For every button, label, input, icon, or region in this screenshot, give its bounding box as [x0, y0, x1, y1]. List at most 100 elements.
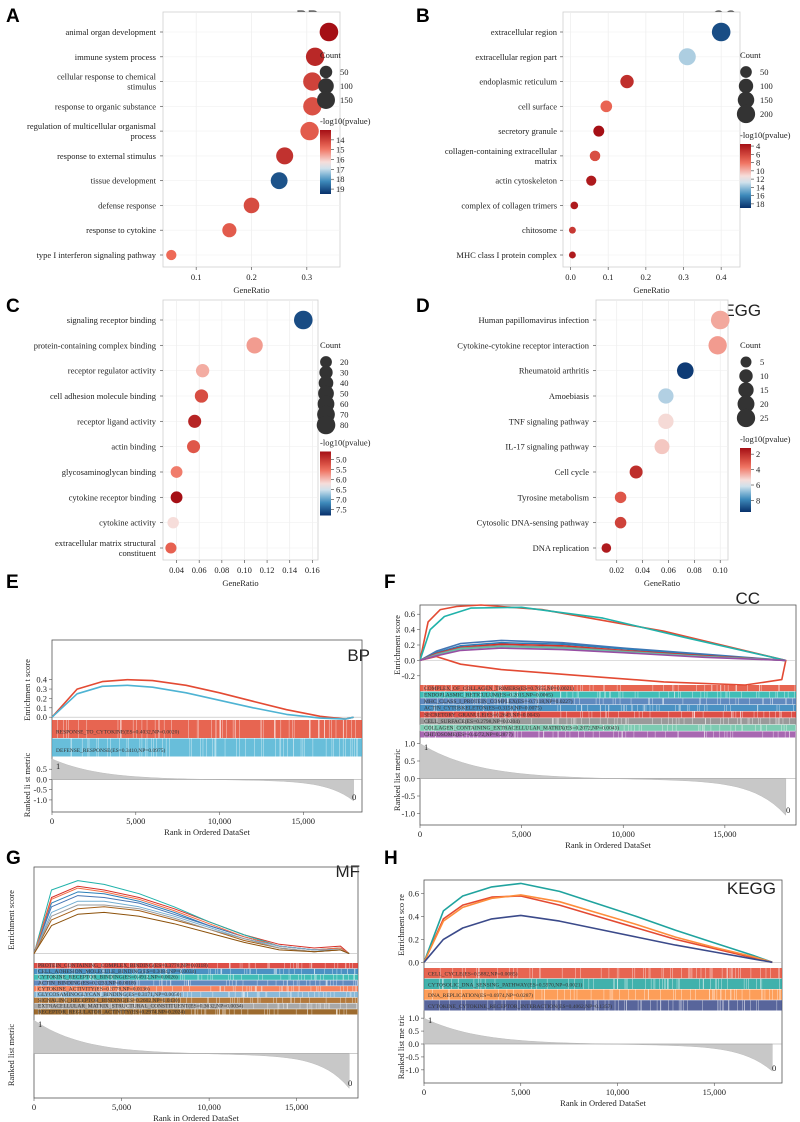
- x-tick-label: 0: [422, 1087, 426, 1097]
- hit-strip: [34, 997, 358, 1003]
- x-tick-label: 0.12: [260, 565, 275, 575]
- es-axis-label: Enrichment score: [6, 890, 16, 950]
- series-label: COMPLEX_OF_COLLAGEN_TRIMERS(ES=0.7655,NP…: [424, 685, 574, 692]
- x-tick-label: 0.1: [191, 272, 202, 282]
- term-label-line: actin binding: [111, 442, 156, 452]
- term-label: tissue development: [91, 176, 157, 186]
- term-label-line: secretory granule: [498, 126, 557, 136]
- colorbar-tick-label: 19: [336, 184, 345, 194]
- colorbar-tick-label: 6.5: [336, 485, 347, 495]
- hit-strip: [420, 691, 796, 698]
- dot-point: [194, 389, 209, 403]
- size-legend-label: 50: [340, 389, 349, 399]
- x-tick-label: 0: [50, 816, 54, 826]
- chart-title: KEGG: [727, 879, 776, 898]
- dot-point: [570, 201, 579, 210]
- term-label: extracellular matrix structural constitue…: [55, 538, 157, 558]
- term-label-line: complex of collagen trimers: [461, 200, 557, 210]
- dotplot-panel-C: CMF0.040.060.080.100.120.140.16GeneRatio…: [6, 296, 371, 588]
- x-tick-label: 10,000: [606, 1087, 629, 1097]
- colorbar-tick-label: 7.5: [336, 505, 347, 515]
- es-curve: [419, 604, 787, 686]
- hit-strip: [420, 685, 796, 692]
- size-legend-label: 100: [760, 81, 773, 91]
- x-tick-label: 5,000: [511, 1087, 530, 1097]
- dot-point: [658, 388, 674, 404]
- size-legend-label: 200: [760, 109, 773, 119]
- rank-start-label: 1: [424, 742, 428, 752]
- term-label: response to external stimulus: [57, 151, 156, 161]
- y-tick-label: 0.2: [408, 934, 419, 944]
- term-label-line: signaling receptor binding: [67, 315, 157, 325]
- x-tick-label: 0.16: [305, 565, 320, 575]
- term-label-line: extracellular matrix structural: [55, 538, 157, 548]
- term-label: cytokine receptor binding: [69, 492, 157, 502]
- y-tick-label: 0.4: [404, 625, 415, 635]
- term-label: actin cytoskeleton: [495, 176, 557, 186]
- color-legend-title: -log10(pvalue): [320, 116, 371, 126]
- dot-point: [620, 74, 634, 89]
- size-legend-label: 150: [760, 95, 773, 105]
- term-label-line: receptor ligand activity: [77, 416, 157, 426]
- rank-end-label: 0: [772, 1063, 776, 1073]
- size-legend-dot: [319, 65, 333, 79]
- hit-strip: [34, 986, 358, 992]
- term-label: protein-containing complex binding: [34, 340, 157, 350]
- x-tick-label: 0.14: [282, 565, 298, 575]
- x-tick-label: 0.10: [237, 565, 252, 575]
- term-label-line: actin cytoskeleton: [495, 176, 557, 186]
- series-label: CHITOSOME(ES=-0.4272,NP=0.2877): [424, 731, 513, 738]
- term-label-line: cytokine activity: [99, 518, 157, 528]
- colorbar-tick-label: 2: [756, 449, 760, 459]
- x-tick-label: 5,000: [112, 1102, 131, 1112]
- term-label-line: response to external stimulus: [57, 151, 156, 161]
- chart-title: MF: [335, 862, 360, 881]
- term-label-line: process: [131, 131, 157, 141]
- hit-strip: [34, 1003, 358, 1009]
- colorbar-tick-label: 5.0: [336, 455, 347, 465]
- colorbar-tick-label: 14: [756, 182, 765, 192]
- x-tick-label: 10,000: [197, 1102, 220, 1112]
- hit-strip: [420, 698, 796, 705]
- y-tick-label: 0.0: [408, 957, 419, 967]
- x-tick-label: 0.4: [716, 272, 727, 282]
- series-label: GLYCOSAMINOGLYCAN_BINDING(ES=0.3171,NP=0…: [38, 991, 182, 998]
- rank-y-tick-label: 0.5: [36, 764, 47, 774]
- term-label: DNA replication: [533, 543, 590, 553]
- es-curve: [51, 678, 354, 720]
- term-label-line: animal organ development: [66, 27, 157, 37]
- size-legend-dot: [737, 91, 755, 109]
- term-label-line: matrix: [535, 156, 558, 166]
- series-label: RECEPTOR_REGULATOR_ACTIVITY(ES=0.2974,NP…: [38, 1008, 185, 1015]
- dot-point: [658, 413, 674, 429]
- colorbar-tick-label: 15: [336, 145, 345, 155]
- x-axis-label: GeneRatio: [633, 285, 669, 295]
- ranked-metric-area: [423, 1017, 773, 1072]
- size-legend-label: 10: [760, 371, 769, 381]
- size-legend-label: 60: [340, 399, 349, 409]
- term-label-line: IL-17 signaling pathway: [505, 442, 589, 452]
- plot-area: [595, 299, 729, 561]
- term-label-line: stimulus: [127, 82, 156, 92]
- dot-point: [629, 465, 643, 479]
- rank-y-tick-label: 1.0: [404, 739, 415, 749]
- term-label-line: extracellular region part: [475, 52, 557, 62]
- hit-strip: [420, 731, 796, 738]
- colorbar-tick-label: 4: [756, 465, 761, 475]
- dot-point: [568, 251, 576, 259]
- colorbar-tick-label: 6: [756, 480, 760, 490]
- size-legend-dot: [739, 369, 753, 383]
- size-legend-label: 70: [340, 410, 349, 420]
- x-axis-label: Rank in Ordered DataSet: [565, 840, 651, 850]
- chart-title: BP: [347, 646, 370, 665]
- size-legend-label: 50: [760, 67, 769, 77]
- dot-point: [243, 197, 260, 214]
- term-label: regulation of multicellular organismal pr…: [27, 121, 157, 141]
- es-axis-label: Enrichment sco re: [396, 894, 406, 956]
- size-legend-title: Count: [740, 340, 761, 350]
- colorbar-tick-label: 18: [756, 199, 765, 209]
- hit-strip: [420, 704, 796, 711]
- colorbar-tick-label: 8: [756, 495, 760, 505]
- y-tick-label: 0.0: [404, 655, 415, 665]
